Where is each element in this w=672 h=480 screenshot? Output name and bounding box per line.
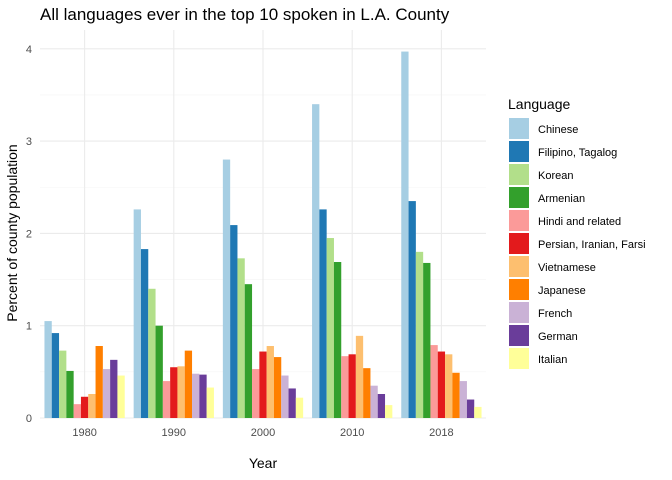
legend-swatch	[509, 279, 529, 300]
legend: Language Chinese Filipino, Tagalog Korean A…	[508, 96, 646, 369]
y-tick-label: 2	[26, 228, 32, 240]
bar	[401, 51, 409, 418]
bar	[341, 356, 349, 418]
bar	[459, 381, 467, 418]
legend-label: French	[538, 308, 572, 320]
bar	[452, 372, 460, 418]
bar	[259, 351, 267, 418]
bar	[273, 357, 282, 418]
bar	[148, 288, 156, 418]
bar	[140, 249, 149, 418]
bar	[355, 335, 364, 418]
bar	[155, 325, 163, 418]
x-tick-label: 2010	[340, 427, 364, 439]
bar	[133, 209, 141, 418]
bar	[44, 321, 52, 418]
bar	[377, 394, 386, 418]
legend-swatch	[509, 302, 529, 323]
legend-swatch	[509, 164, 529, 185]
legend-label: Vietnamese	[538, 262, 596, 274]
legend-swatch	[509, 210, 529, 231]
legend-label: Chinese	[538, 124, 578, 136]
bar	[117, 375, 125, 418]
legend-label: Korean	[538, 170, 573, 182]
x-tick-label: 1980	[72, 427, 96, 439]
x-tick-label: 2000	[251, 427, 275, 439]
bar	[385, 405, 393, 418]
y-tick-label: 4	[26, 44, 32, 56]
bar	[237, 258, 245, 418]
bar	[363, 368, 371, 418]
bar	[415, 251, 424, 418]
bar	[59, 350, 67, 418]
bar	[288, 388, 296, 418]
bar	[423, 262, 431, 418]
bar	[222, 159, 231, 418]
bar	[252, 369, 260, 418]
legend-label: Hindi and related	[538, 216, 621, 228]
legend-swatch	[509, 118, 529, 139]
bar	[445, 354, 453, 418]
legend-label: Persian, Iranian, Farsi	[538, 239, 646, 251]
y-tick-label: 3	[26, 136, 32, 148]
bar	[177, 366, 185, 418]
bar	[319, 209, 327, 418]
x-tick-label: 2018	[429, 427, 453, 439]
legend-label: Italian	[538, 354, 567, 366]
legend-label: Filipino, Tagalog	[538, 147, 617, 159]
y-tick-label: 0	[26, 413, 32, 425]
legend-swatch	[509, 325, 529, 346]
bar	[88, 394, 96, 418]
bar	[244, 284, 253, 418]
bar	[295, 397, 304, 418]
legend-swatch	[509, 348, 529, 369]
bar	[370, 385, 378, 418]
bar	[110, 359, 118, 418]
bar	[80, 396, 89, 418]
legend-swatch	[509, 141, 529, 162]
bar	[73, 404, 81, 418]
bar	[170, 367, 178, 419]
legend-swatch	[509, 256, 529, 277]
bar	[66, 370, 74, 418]
bar	[184, 350, 193, 418]
bar	[192, 373, 200, 418]
x-axis-title: Year	[249, 455, 278, 471]
y-axis: 0 1 2 3 4	[26, 44, 32, 425]
bar	[206, 387, 214, 418]
legend-title: Language	[508, 96, 571, 112]
y-tick-label: 1	[26, 321, 32, 333]
legend-swatch	[509, 233, 529, 254]
bars	[44, 51, 482, 419]
bar	[430, 345, 438, 418]
bar	[466, 399, 475, 418]
bar	[162, 381, 171, 418]
bar	[266, 346, 274, 418]
bar	[95, 346, 103, 418]
y-axis-title: Percent of county population	[4, 144, 20, 321]
bar	[199, 374, 207, 418]
bar	[408, 201, 416, 418]
bar	[348, 354, 356, 418]
legend-label: Armenian	[538, 193, 585, 205]
legend-swatch	[509, 187, 529, 208]
bar	[281, 375, 289, 418]
bar	[333, 262, 342, 418]
bar	[312, 104, 320, 419]
bar	[437, 351, 446, 418]
bar	[230, 225, 238, 418]
chart-title: All languages ever in the top 10 spoken …	[40, 5, 450, 24]
bar	[474, 406, 482, 418]
x-tick-label: 1990	[162, 427, 186, 439]
bar	[326, 238, 334, 418]
x-axis: 1980 1990 2000 2010 2018	[72, 427, 453, 439]
legend-label: German	[538, 331, 578, 343]
bar	[51, 333, 60, 418]
legend-label: Japanese	[538, 285, 586, 297]
bar	[102, 369, 111, 418]
